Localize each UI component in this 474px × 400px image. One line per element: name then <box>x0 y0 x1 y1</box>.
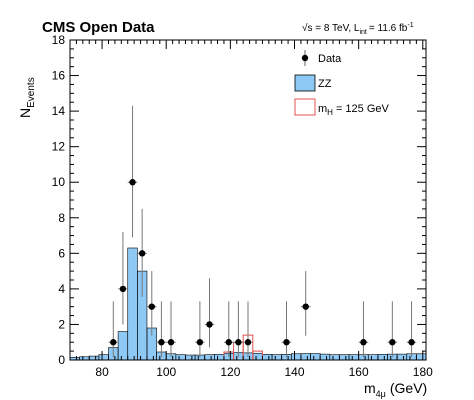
legend-zz: ZZ <box>294 74 332 92</box>
legend-signal-swatch <box>294 98 316 116</box>
y-tick-label: 4 <box>58 282 65 296</box>
data-point <box>148 303 155 310</box>
data-point <box>206 321 213 328</box>
x-axis-title-main: m <box>364 380 376 396</box>
y-tick-label: 16 <box>52 69 66 83</box>
svg-text:√s = 8 TeV, Lint= 11.6 fb-1: √s = 8 TeV, Lint = 11.6 fb-1 <box>302 22 414 36</box>
data-point <box>138 250 146 257</box>
data-point <box>129 179 136 186</box>
data-point <box>360 339 367 346</box>
energy-label-main: √s = 8 TeV, L <box>302 22 360 34</box>
x-tick-label: 100 <box>156 365 176 379</box>
legend-zz-swatch <box>294 74 316 92</box>
legend-signal-rest: = 125 GeV <box>336 103 390 115</box>
energy-label-rest: = 11.6 fb <box>369 23 408 34</box>
x-axis-title: m4μ (GeV) <box>364 380 427 399</box>
data-point <box>244 339 252 346</box>
x-tick-label: 140 <box>284 365 304 379</box>
x-tick-label: 80 <box>95 365 109 379</box>
legend: Data ZZ mH = 125 GeV <box>294 50 390 117</box>
energy-label-sub: int <box>359 29 366 36</box>
x-axis: 80 100 120 140 160 180 <box>69 40 433 379</box>
x-axis-title-sub: 4μ <box>376 389 386 399</box>
data-point <box>225 339 232 346</box>
data-point <box>302 303 309 310</box>
data-points <box>108 105 417 357</box>
data-point <box>283 339 290 346</box>
legend-data-label: Data <box>318 53 342 65</box>
y-axis-title-sub: Events <box>26 77 37 108</box>
x-axis-title-unit: (GeV) <box>390 380 427 396</box>
x-tick-label: 160 <box>349 365 369 379</box>
data-point <box>389 339 396 346</box>
y-tick-label: 10 <box>52 175 66 189</box>
y-axis: 0 2 4 6 8 10 12 14 16 18 <box>52 33 426 367</box>
y-tick-label: 0 <box>58 353 65 367</box>
x-tick-label: 180 <box>413 365 433 379</box>
chart-title: CMS Open Data <box>42 19 155 36</box>
legend-signal-sub: H <box>327 108 333 117</box>
y-tick-label: 8 <box>58 211 65 225</box>
energy-label: √s = 8 TeV, Lint = 11.6 fb-1 <box>302 22 414 36</box>
legend-signal-main: m <box>318 103 327 115</box>
y-tick-label: 14 <box>52 104 66 118</box>
y-tick-label: 6 <box>58 246 65 260</box>
y-axis-title-main: N <box>17 108 33 118</box>
data-point <box>110 339 117 346</box>
legend-signal: mH = 125 GeV <box>294 98 390 117</box>
data-point <box>196 339 204 346</box>
y-axis-title: NEvents <box>17 77 37 118</box>
energy-label-sup: -1 <box>407 22 413 29</box>
data-point <box>235 339 242 346</box>
data-point <box>167 339 175 346</box>
legend-data-marker <box>301 54 309 62</box>
legend-data: Data <box>301 50 342 66</box>
legend-zz-label: ZZ <box>318 78 332 90</box>
x-tick-label: 120 <box>220 365 240 379</box>
data-point <box>119 285 127 293</box>
legend-signal-label: mH = 125 GeV <box>318 103 390 117</box>
y-tick-label: 18 <box>52 33 66 47</box>
data-point <box>408 339 415 346</box>
data-point <box>158 339 165 346</box>
y-tick-label: 12 <box>52 140 66 154</box>
y-tick-label: 2 <box>58 317 65 331</box>
zz-fill <box>70 248 426 360</box>
